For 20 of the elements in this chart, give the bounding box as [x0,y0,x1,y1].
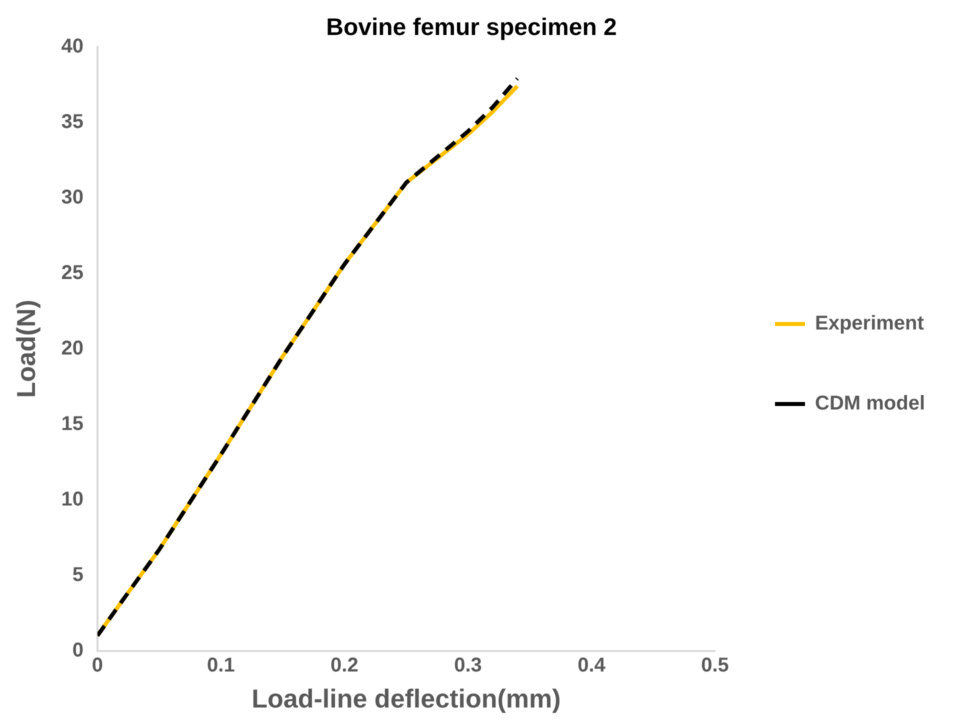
x-tick-label: 0.3 [454,654,482,676]
y-tick-label: 0 [72,639,84,662]
y-tick-label: 10 [61,488,84,510]
y-tick-label: 5 [72,564,84,586]
y-tick-label: 40 [61,35,84,58]
x-tick-label: 0.5 [701,654,729,676]
x-axis-title: Load-line deflection(mm) [252,684,561,714]
x-tick-label: 0.2 [330,654,358,676]
y-axis-title: Load(N) [10,300,41,398]
y-tick-label: 25 [61,262,84,284]
y-tick-label: 15 [61,412,84,435]
x-tick-label: 0.4 [578,654,606,676]
x-tick-label: 0 [92,654,104,676]
y-tick-label: 30 [61,186,84,208]
x-tick-label: 0.1 [207,654,235,676]
y-tick-label: 20 [61,337,84,360]
legend-label: CDM model [815,392,925,415]
legend-label: Experiment [815,312,924,335]
chart-title: Bovine femur specimen 2 [326,14,617,42]
y-tick-label: 35 [61,110,84,133]
